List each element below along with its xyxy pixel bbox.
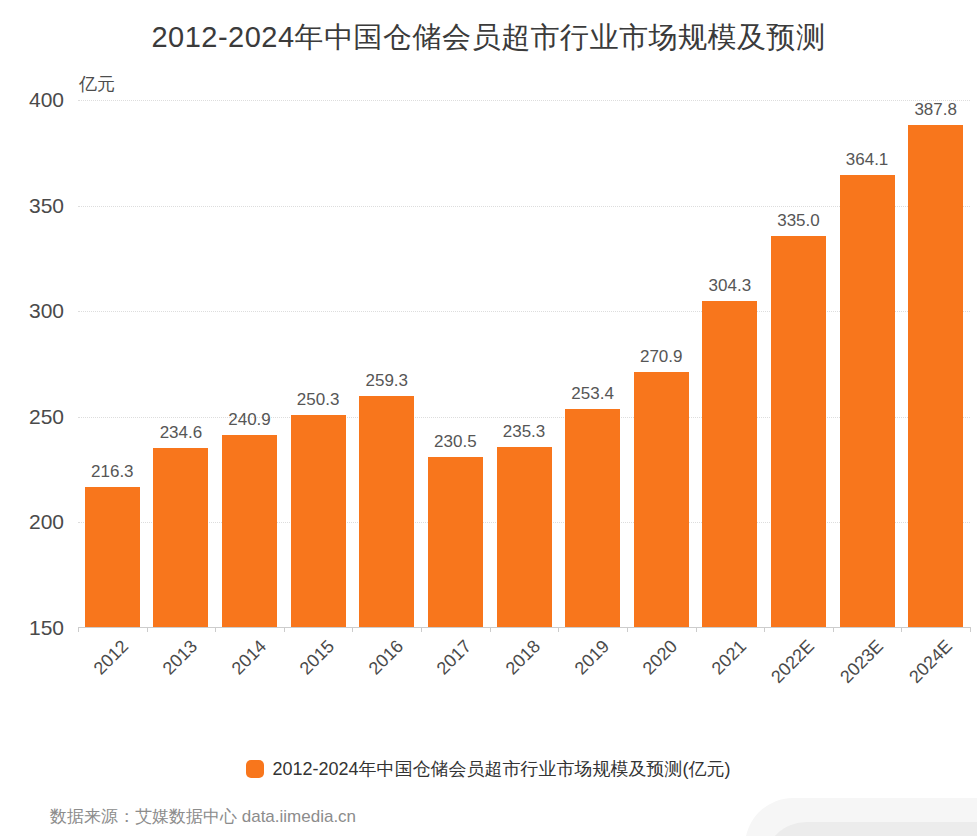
x-axis-label-2014: 2014 xyxy=(227,636,270,679)
corner-decoration xyxy=(745,798,977,836)
x-axis-label-2021: 2021 xyxy=(708,636,751,679)
x-axis-tick xyxy=(764,627,765,632)
x-axis-tick xyxy=(627,627,628,632)
x-axis-label-2015: 2015 xyxy=(296,636,339,679)
y-axis-tick-label-400: 400 xyxy=(8,89,64,111)
bar-2016 xyxy=(359,396,414,627)
gridline-y-350 xyxy=(78,206,970,207)
bar-value-label-2021: 304.3 xyxy=(690,276,770,296)
y-axis-tick-label-300: 300 xyxy=(8,300,64,322)
bar-2021 xyxy=(702,301,757,627)
bar-value-label-2020: 270.9 xyxy=(621,347,701,367)
bar-value-label-2014: 240.9 xyxy=(210,410,290,430)
gridline-y-300 xyxy=(78,311,970,312)
bar-value-label-2023E: 364.1 xyxy=(827,150,907,170)
y-axis-tick-label-350: 350 xyxy=(8,195,64,217)
legend: 2012-2024年中国仓储会员超市行业市场规模及预测(亿元) xyxy=(0,757,977,781)
x-axis-label-2024E: 2024E xyxy=(905,636,957,688)
x-axis-label-2018: 2018 xyxy=(502,636,545,679)
bar-value-label-2018: 235.3 xyxy=(484,422,564,442)
x-axis-label-2019: 2019 xyxy=(570,636,613,679)
bar-value-label-2022E: 335.0 xyxy=(758,211,838,231)
bar-2012 xyxy=(85,487,140,627)
bar-2019 xyxy=(565,409,620,627)
bar-2020 xyxy=(634,372,689,627)
bar-2014 xyxy=(222,435,277,627)
bar-2017 xyxy=(428,457,483,627)
bar-value-label-2024E: 387.8 xyxy=(896,100,976,120)
x-axis-tick xyxy=(833,627,834,632)
x-axis-tick xyxy=(970,627,971,632)
y-axis-tick-label-200: 200 xyxy=(8,511,64,533)
x-axis-tick xyxy=(352,627,353,632)
bar-value-label-2015: 250.3 xyxy=(278,390,358,410)
x-axis-tick xyxy=(901,627,902,632)
x-axis-tick xyxy=(147,627,148,632)
corner-decoration-inner xyxy=(763,822,977,836)
legend-marker-icon xyxy=(246,760,264,778)
x-axis-tick xyxy=(215,627,216,632)
x-axis-tick xyxy=(558,627,559,632)
x-axis-tick xyxy=(421,627,422,632)
x-axis-label-2023E: 2023E xyxy=(836,636,888,688)
bar-2018 xyxy=(497,447,552,627)
x-axis-tick xyxy=(78,627,79,632)
bar-2022E xyxy=(771,236,826,627)
bar-value-label-2016: 259.3 xyxy=(347,371,427,391)
bar-2023E xyxy=(840,175,895,627)
x-axis-tick xyxy=(284,627,285,632)
bar-2015 xyxy=(291,415,346,627)
x-axis-label-2013: 2013 xyxy=(159,636,202,679)
chart-title: 2012-2024年中国仓储会员超市行业市场规模及预测 xyxy=(0,18,977,58)
gridline-y-400 xyxy=(78,100,970,101)
y-axis-unit-label: 亿元 xyxy=(79,72,115,96)
plot-area: 150200250300350400216.32012234.62013240.… xyxy=(78,100,970,628)
x-axis-label-2022E: 2022E xyxy=(768,636,820,688)
x-axis-label-2016: 2016 xyxy=(364,636,407,679)
bar-2013 xyxy=(153,448,208,627)
bar-2024E xyxy=(908,125,963,627)
bar-value-label-2012: 216.3 xyxy=(72,462,152,482)
legend-label: 2012-2024年中国仓储会员超市行业市场规模及预测(亿元) xyxy=(272,757,730,781)
x-axis-label-2012: 2012 xyxy=(90,636,133,679)
x-axis-tick xyxy=(490,627,491,632)
bar-value-label-2019: 253.4 xyxy=(553,384,633,404)
chart-canvas: 2012-2024年中国仓储会员超市行业市场规模及预测 亿元 150200250… xyxy=(0,0,977,836)
data-source-note: 数据来源：艾媒数据中心 data.iimedia.cn xyxy=(50,805,356,828)
y-axis-tick-label-150: 150 xyxy=(8,617,64,639)
x-axis-label-2020: 2020 xyxy=(639,636,682,679)
x-axis-label-2017: 2017 xyxy=(433,636,476,679)
x-axis-tick xyxy=(696,627,697,632)
y-axis-tick-label-250: 250 xyxy=(8,406,64,428)
